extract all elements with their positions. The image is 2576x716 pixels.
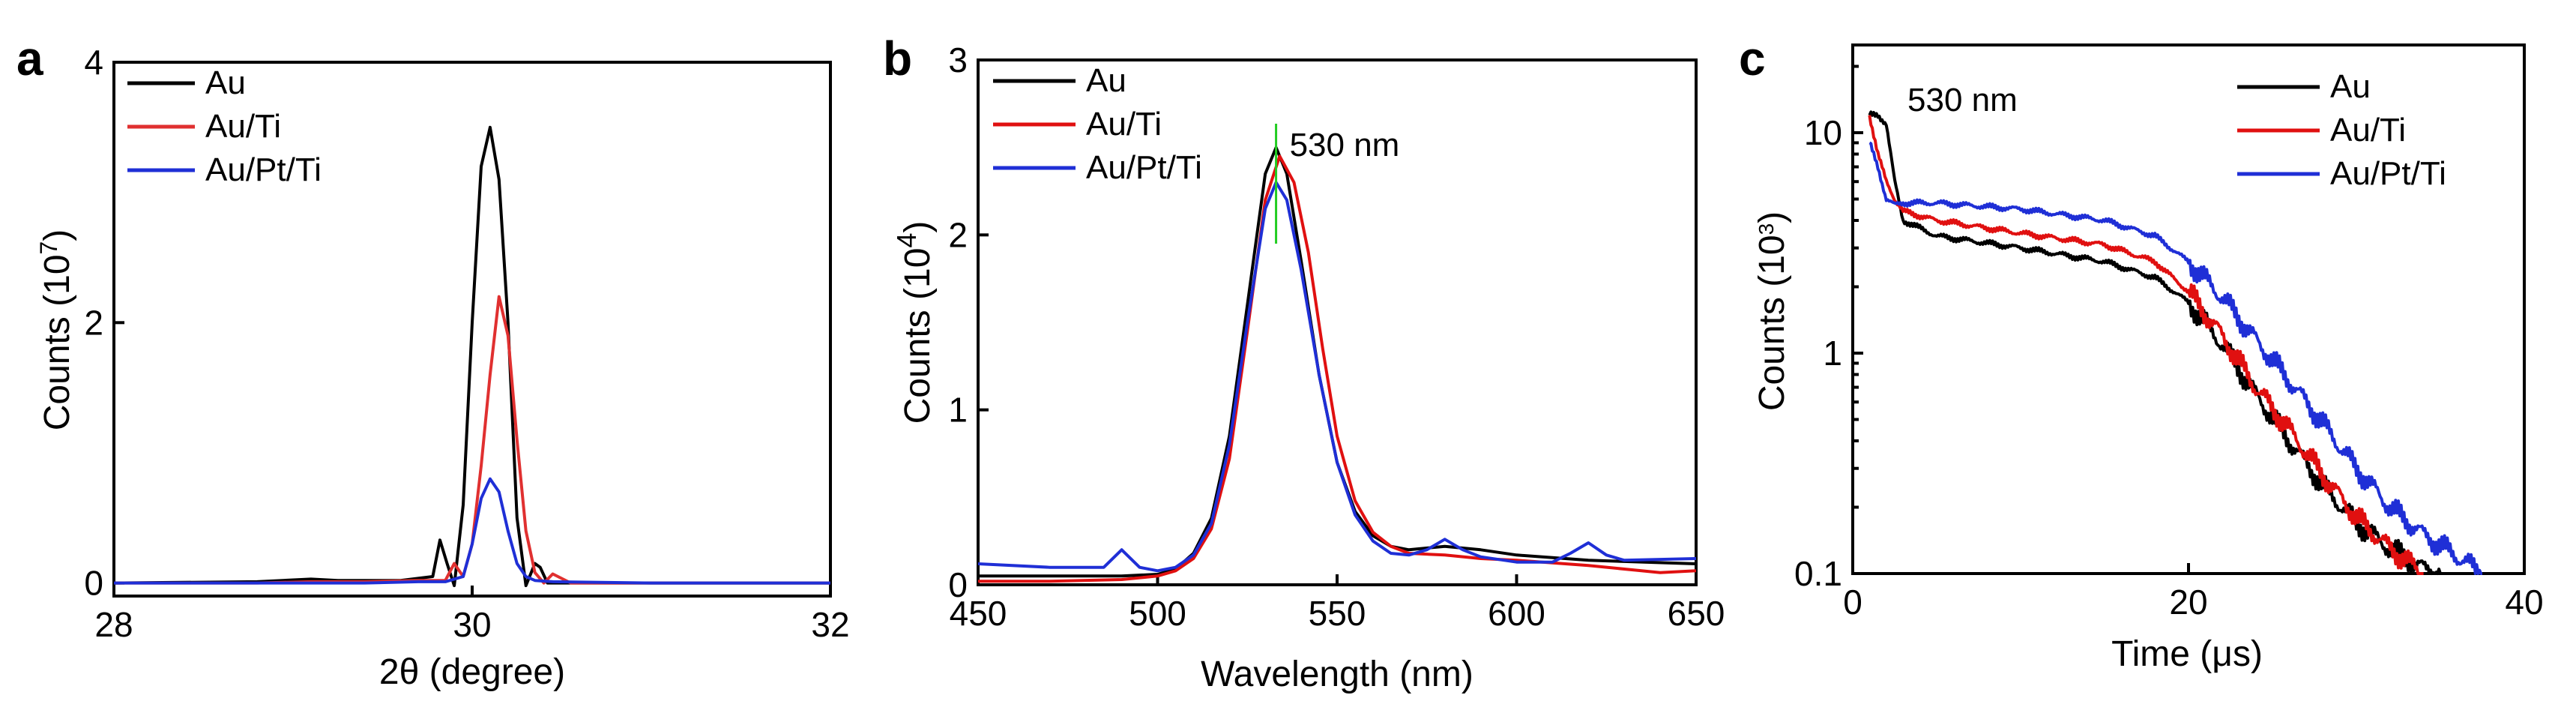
x-tick-label-b: 450	[950, 594, 1007, 633]
y-tick-label-c: 1	[1823, 334, 1842, 373]
x-tick-label-b: 600	[1488, 594, 1545, 633]
plot-frame-c	[1851, 43, 2526, 575]
y-tick-label-b: 1	[948, 391, 968, 430]
series-line-b-au-pt-ti	[977, 181, 1697, 573]
x-tick-label-b: 550	[1309, 594, 1366, 633]
y-tick-label-a: 0	[84, 564, 103, 603]
x-axis-label-c: Time (μs)	[2111, 634, 2263, 674]
series-line-c-au-pt-ti	[1868, 141, 2483, 575]
series-group-b	[977, 145, 1697, 583]
panel-letter-a: a	[16, 31, 43, 85]
series-line-b-au-ti	[978, 154, 1697, 583]
y-tick-label-a: 4	[84, 43, 103, 82]
y-axis-label-c: Counts (103)	[1752, 211, 1792, 411]
legend-label-b: Au/Ti	[1086, 106, 1162, 142]
legend-label-b: Au/Pt/Ti	[1086, 149, 1202, 186]
series-group-a	[113, 125, 830, 588]
y-axis-label-a: Counts (107)	[35, 229, 77, 431]
legend-label-c: Au	[2330, 68, 2371, 105]
x-tick-label-b: 500	[1129, 594, 1186, 633]
legend-label-c: Au/Pt/Ti	[2330, 155, 2446, 192]
y-tick-label-c: 0.1	[1794, 554, 1842, 593]
series-group-c	[1868, 110, 2483, 575]
annotation-c: 530 nm	[1907, 82, 2018, 118]
legend-label-a: Au/Ti	[205, 108, 281, 145]
x-axis-label-b: Wavelength (nm)	[1201, 655, 1473, 694]
legend-label-a: Au	[205, 64, 246, 101]
series-line-a-au-pt-ti	[114, 477, 830, 585]
y-axis-label-b: Counts (104)	[891, 221, 938, 424]
y-tick-label-b: 3	[948, 40, 968, 79]
annotation-wavelength: 530 nm	[1907, 82, 2018, 118]
legend-b: Au Au/Ti Au/Pt/Ti	[993, 62, 1202, 186]
y-tick-label-b: 0	[948, 565, 968, 604]
series-line-b-au	[978, 145, 1697, 578]
ticks-b: 450 500 550 600 650 0 1 2 3	[948, 40, 1725, 633]
x-axis-label-a: 2θ (degree)	[379, 652, 565, 692]
ticks-c: 0 20 40 0.1 1 10	[1794, 64, 2544, 622]
series-line-c-au-ti	[1868, 115, 2424, 575]
x-tick-label-a: 32	[811, 605, 849, 644]
panel-letter-b: b	[883, 31, 912, 85]
x-tick-label-a: 30	[453, 605, 491, 644]
annotation-wavelength: 530 nm	[1290, 127, 1400, 163]
y-tick-label-b: 2	[948, 215, 968, 254]
y-tick-label-c: 10	[1804, 113, 1842, 152]
x-tick-label-c: 20	[2169, 583, 2207, 622]
x-tick-label-b: 650	[1668, 594, 1725, 633]
legend-label-a: Au/Pt/Ti	[205, 151, 322, 188]
x-tick-label-a: 28	[94, 605, 133, 644]
x-tick-label-c: 40	[2505, 583, 2543, 622]
legend-c: Au Au/Ti Au/Pt/Ti	[2237, 68, 2446, 192]
x-tick-label-c: 0	[1843, 583, 1862, 622]
legend-a: Au Au/Ti Au/Pt/Ti	[127, 64, 322, 188]
panel-letter-c: c	[1739, 31, 1766, 85]
ticks-a: 28 30 32 0 2 4	[84, 43, 849, 644]
series-line-a-au	[113, 125, 830, 588]
annotation-b: 530 nm	[1275, 124, 1400, 244]
panel-b: b 450 500 550 600 650 0 1 2 3 Wavelength (nm) Co…	[883, 31, 1725, 694]
legend-label-c: Au/Ti	[2330, 112, 2406, 148]
y-tick-label-a: 2	[84, 303, 103, 342]
legend-label-b: Au	[1086, 62, 1126, 99]
